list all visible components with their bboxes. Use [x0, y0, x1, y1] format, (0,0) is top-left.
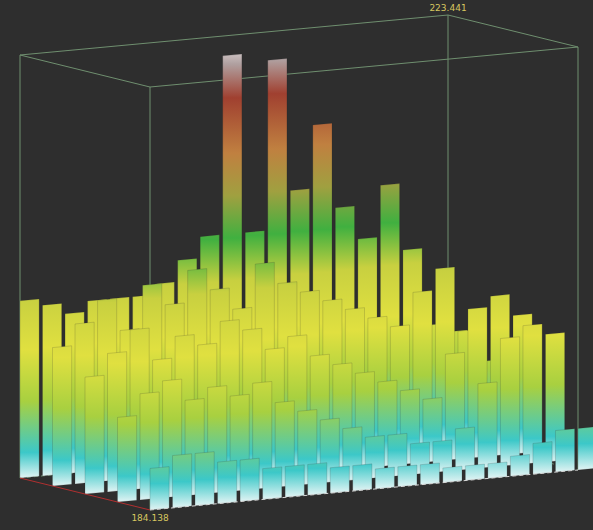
svg-text:223.441: 223.441	[429, 3, 466, 13]
svg-text:184.138: 184.138	[131, 513, 168, 523]
